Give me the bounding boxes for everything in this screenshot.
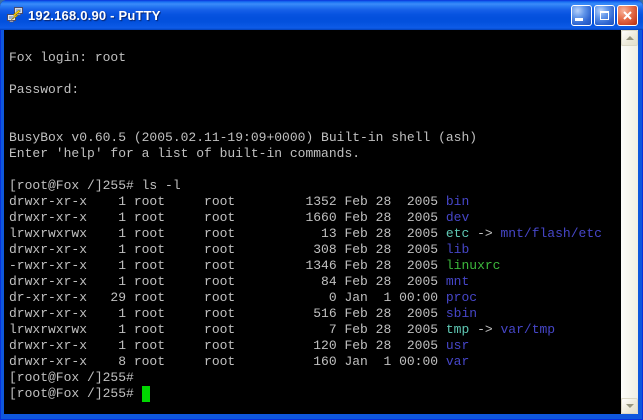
terminal-line: drwxr-xr-x 1 root root 120 Feb 28 2005 u… [9,338,470,353]
terminal-line: [root@Fox /]255# ls -l [9,178,181,193]
terminal-screen[interactable]: Fox login: root Password: BusyBox v0.60.5 … [4,30,621,414]
terminal-line [9,66,621,82]
close-icon [623,11,632,20]
maximize-icon [600,11,609,20]
maximize-button[interactable] [594,5,615,26]
terminal-line: BusyBox v0.60.5 (2005.02.11-19:09+0000) … [9,130,478,145]
terminal-line [9,114,621,130]
terminal-line: Password: [9,82,80,97]
chevron-down-icon [625,404,634,408]
window-title: 192.168.0.90 - PuTTY [28,7,161,23]
minimize-button[interactable] [571,5,592,26]
scrollbar-up-button[interactable] [621,30,638,46]
scrollbar-thumb[interactable] [621,46,638,398]
terminal-line [9,34,621,50]
terminal-line: lrwxrwxrwx 1 root root 13 Feb 28 2005 et… [9,226,602,241]
terminal-line: drwxr-xr-x 8 root root 160 Jan 1 00:00 v… [9,354,470,369]
terminal-line: drwxr-xr-x 1 root root 308 Feb 28 2005 l… [9,242,470,257]
terminal-line: Enter 'help' for a list of built-in comm… [9,146,361,161]
close-button[interactable] [617,5,638,26]
terminal-line [9,98,621,114]
minimize-icon [575,18,583,21]
putty-app-icon[interactable] [6,6,24,24]
terminal-line: dr-xr-xr-x 29 root root 0 Jan 1 00:00 pr… [9,290,478,305]
terminal-line: drwxr-xr-x 1 root root 1352 Feb 28 2005 … [9,194,470,209]
terminal-scrollbar[interactable] [621,30,638,414]
terminal-line: [root@Fox /]255# [9,370,134,385]
scrollbar-down-button[interactable] [621,398,638,414]
terminal-line [9,162,621,178]
terminal-line: drwxr-xr-x 1 root root 1660 Feb 28 2005 … [9,210,470,225]
window-body: Fox login: root Password: BusyBox v0.60.5 … [4,30,638,414]
window-controls [571,4,638,26]
terminal-line: lrwxrwxrwx 1 root root 7 Feb 28 2005 tmp… [9,322,556,337]
terminal-line: -rwxr-xr-x 1 root root 1346 Feb 28 2005 … [9,258,501,273]
scrollbar-track[interactable] [621,46,638,398]
chevron-up-icon [625,36,634,40]
terminal-line: Fox login: root [9,50,127,65]
terminal-line: [root@Fox /]255# [9,386,621,402]
title-bar[interactable]: 192.168.0.90 - PuTTY [0,0,643,30]
terminal-cursor [141,386,150,402]
terminal-line: drwxr-xr-x 1 root root 84 Feb 28 2005 mn… [9,274,470,289]
terminal-line: drwxr-xr-x 1 root root 516 Feb 28 2005 s… [9,306,478,321]
